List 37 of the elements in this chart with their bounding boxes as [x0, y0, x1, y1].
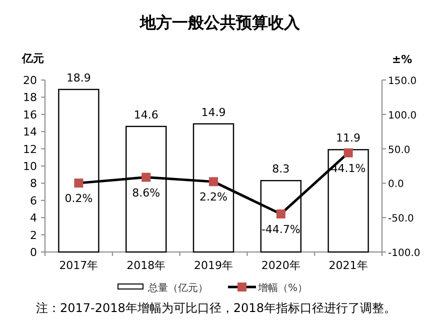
- data-label: 0.2%: [64, 192, 93, 206]
- y-tick-label: 14: [23, 126, 37, 139]
- y-tick-label: 0: [30, 246, 37, 259]
- y-tick-label: 20: [23, 74, 37, 87]
- y-tick-label: 16: [23, 108, 37, 122]
- x-tick-label: 2020年: [261, 259, 300, 272]
- data-label: 14.6: [134, 108, 158, 122]
- data-label: 8.3: [272, 162, 290, 176]
- y2-tick-label: -100.0: [388, 248, 420, 259]
- data-label: 18.9: [66, 71, 91, 84]
- y-tick-label: 6: [30, 194, 37, 208]
- x-tick-label: 2021年: [328, 259, 368, 272]
- data-label: 14.9: [201, 106, 226, 119]
- y2-tick-label: 50.0: [388, 144, 410, 156]
- y2-tick-label: 100.0: [388, 110, 417, 122]
- y-tick-label: 18: [23, 91, 37, 104]
- text: 注：2017-2018年增幅为可比口径，2018年指标口径进行了调整。: [36, 301, 396, 315]
- x-tick-label: 2017年: [59, 259, 98, 272]
- y-tick-label: 4: [30, 212, 37, 225]
- y2-tick-label: -50.0: [388, 214, 414, 225]
- y2-axis-title: ±%: [392, 53, 412, 66]
- data-label: 11.9: [336, 132, 361, 145]
- x-tick-label: 2018年: [126, 259, 166, 272]
- y-tick-label: 2: [30, 228, 37, 242]
- chart-title: 地方一般公共预算收入: [139, 13, 301, 32]
- y2-tick-label: 0.0: [388, 179, 404, 190]
- y-tick-label: 12: [23, 142, 37, 156]
- data-label: 2.2%: [200, 190, 228, 204]
- legend-label: 增幅（%）: [257, 282, 308, 294]
- y-tick-label: 8: [30, 177, 37, 190]
- data-label: 8.6%: [132, 186, 160, 200]
- x-tick-label: 2019年: [194, 259, 233, 272]
- y-tick-label: 10: [23, 160, 37, 173]
- y-axis-title: 亿元: [21, 52, 44, 65]
- y2-tick-label: 150.0: [388, 76, 417, 87]
- legend-label: 总量（亿元）: [147, 282, 208, 294]
- data-label: -44.7%: [261, 222, 300, 236]
